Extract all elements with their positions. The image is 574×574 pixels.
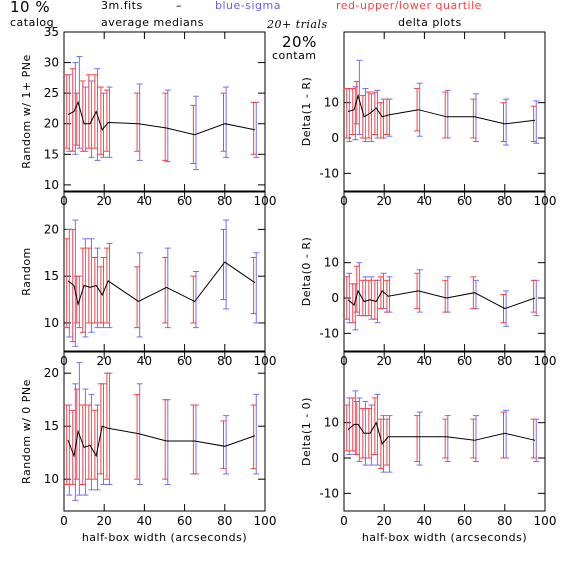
y-axis-label: Random w/ 1+ PNe: [20, 54, 33, 169]
y-axis-label: Delta(0 - R): [300, 237, 313, 307]
median-line: [67, 261, 256, 307]
x-tick-label: 20: [97, 354, 112, 368]
x-tick-label: 0: [340, 514, 348, 528]
dash-label: –: [176, 0, 182, 12]
filename-label: 3m.fits: [101, 0, 143, 12]
y-tick-label: -10: [319, 166, 339, 180]
y-tick-label: 35: [44, 25, 59, 39]
median-line: [67, 425, 256, 458]
y-tick-label: -10: [319, 326, 339, 340]
x-tick-label: 100: [254, 514, 277, 528]
y-tick-label: 0: [331, 291, 339, 305]
x-tick-label: 100: [534, 514, 557, 528]
y-tick-label: 15: [44, 419, 59, 433]
x-tick-label: 40: [417, 514, 432, 528]
y-axis-label: Random w/ 0 PNe: [20, 379, 33, 484]
y-tick-label: 25: [44, 86, 59, 100]
x-tick-label: 80: [217, 514, 232, 528]
y-tick-label: 10: [44, 472, 59, 486]
x-tick-label: 60: [177, 514, 192, 528]
axes-frame: [343, 31, 546, 192]
y-axis-label: Delta(1 - 0): [300, 397, 313, 466]
contam-label: contam: [272, 49, 317, 62]
y-tick-label: -10: [319, 486, 339, 500]
y-tick-label: 20: [44, 366, 59, 380]
x-tick-label: 80: [217, 354, 232, 368]
medians-label: average medians: [101, 16, 204, 29]
y-tick-label: 20: [44, 117, 59, 131]
y-tick-label: 0: [331, 451, 339, 465]
y-tick-label: 10: [324, 416, 339, 430]
y-axis-label: Random: [20, 247, 33, 296]
median-line: [347, 289, 536, 310]
axes-frame: [63, 191, 266, 352]
panel-left-bottom: 0 20 40 60 80 100 10 15 20 Random w/ 0 PNe half-bo…: [20, 351, 277, 544]
y-axis-label: Delta(1 - R): [300, 77, 313, 147]
x-tick-label: 80: [217, 194, 232, 208]
x-tick-label: 80: [497, 354, 512, 368]
y-tick-label: 30: [44, 56, 59, 70]
x-tick-label: 60: [457, 194, 472, 208]
axes-frame: [343, 191, 546, 352]
axes-frame: [63, 351, 266, 512]
x-axis-label: half-box width (arcseconds): [362, 531, 527, 544]
x-tick-label: 40: [137, 354, 152, 368]
x-tick-label: 20: [377, 354, 392, 368]
axes-frame: [63, 31, 266, 192]
y-tick-label: 10: [324, 96, 339, 110]
x-tick-label: 20: [97, 194, 112, 208]
x-tick-label: 40: [417, 194, 432, 208]
x-tick-label: 20: [377, 194, 392, 208]
x-tick-label: 20: [377, 514, 392, 528]
median-line: [67, 100, 255, 136]
y-tick-label: 10: [44, 316, 59, 330]
median-line: [347, 93, 536, 125]
y-tick-label: 10: [44, 178, 59, 192]
trials-label: 20+ trials: [267, 18, 328, 31]
delta-plots-title: delta plots: [398, 16, 462, 29]
x-tick-label: 40: [137, 514, 152, 528]
contam-percent-label: 20%: [282, 33, 317, 51]
x-tick-label: 80: [497, 194, 512, 208]
x-tick-label: 60: [177, 194, 192, 208]
x-axis-label: half-box width (arcseconds): [82, 531, 247, 544]
x-tick-label: 60: [177, 354, 192, 368]
y-tick-label: 0: [331, 131, 339, 145]
percent-label: 10 %: [10, 0, 51, 16]
x-tick-label: 0: [60, 514, 68, 528]
x-tick-label: 40: [137, 194, 152, 208]
y-tick-label: 15: [44, 147, 59, 161]
y-tick-label: 20: [44, 222, 59, 236]
x-tick-label: 20: [97, 514, 112, 528]
catalog-label: catalog: [10, 16, 55, 29]
y-tick-label: 15: [44, 269, 59, 283]
median-line: [347, 421, 536, 445]
x-tick-label: 40: [417, 354, 432, 368]
legend-red-quartile: red-upper/lower quartile: [336, 0, 482, 12]
legend-blue-sigma: blue-sigma: [215, 0, 281, 12]
x-tick-label: 60: [457, 514, 472, 528]
y-tick-label: 10: [324, 256, 339, 270]
axes-frame: [343, 351, 546, 512]
x-tick-label: 60: [457, 354, 472, 368]
x-tick-label: 80: [497, 514, 512, 528]
